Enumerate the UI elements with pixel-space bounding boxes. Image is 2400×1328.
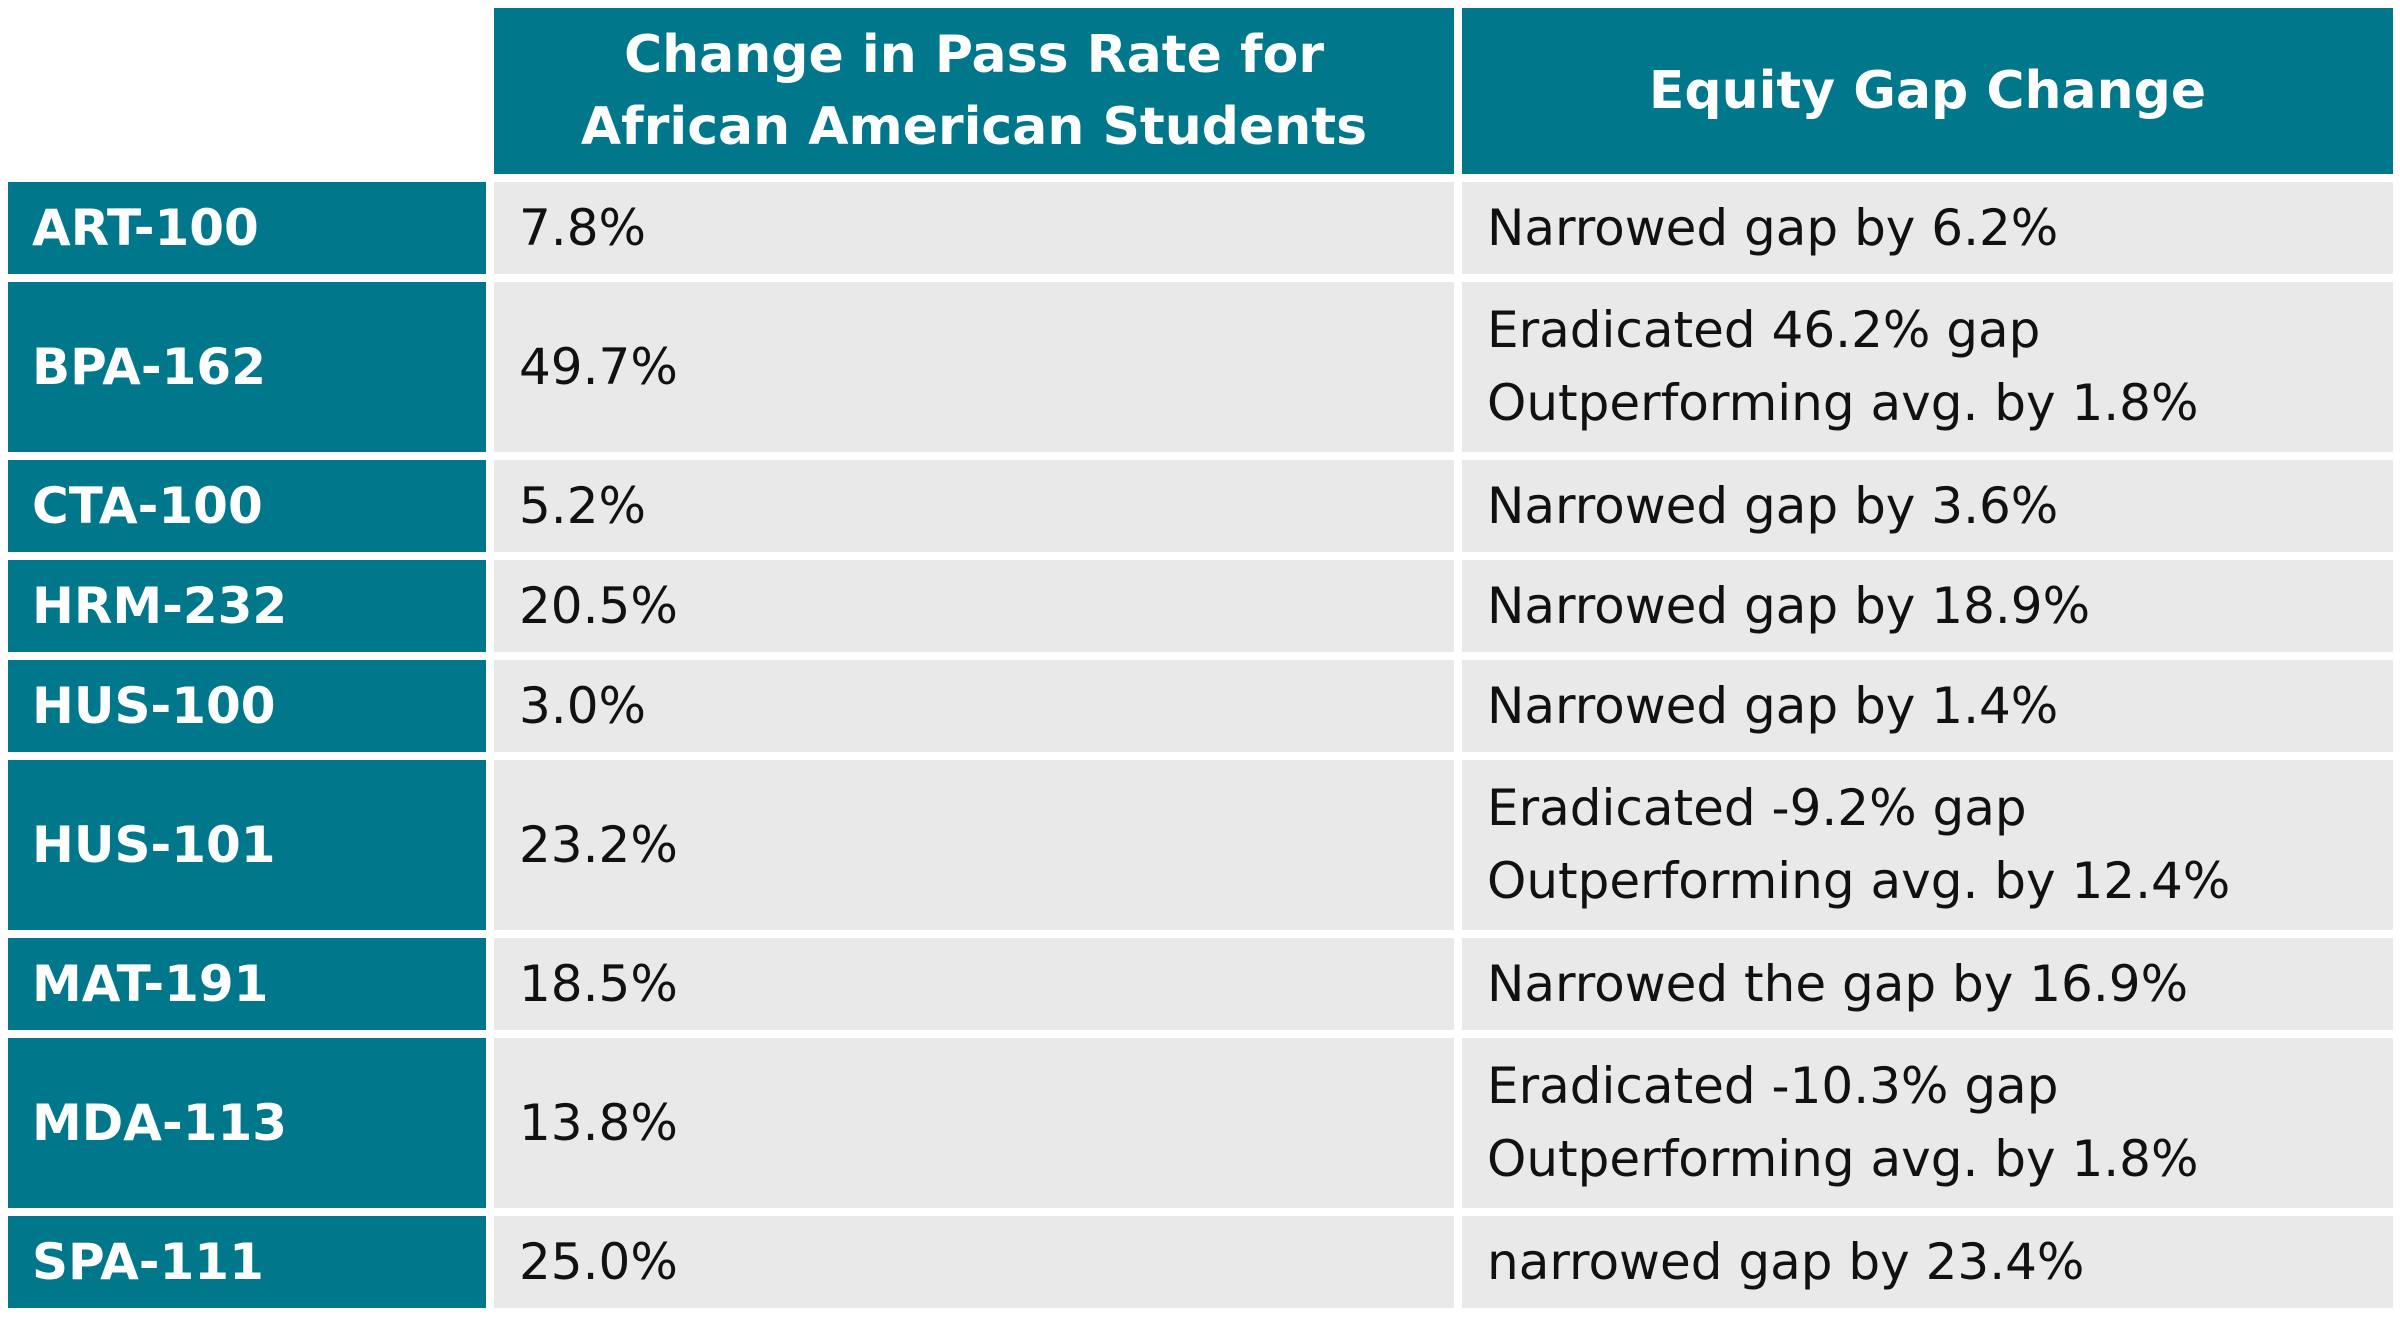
course-code: ART-100 — [8, 182, 486, 274]
equity-gap-line: narrowed gap by 23.4% — [1487, 1232, 2085, 1291]
equity-gap-line: Narrowed gap by 18.9% — [1487, 576, 2091, 635]
equity-gap-line: Outperforming avg. by 1.8% — [1487, 374, 2199, 432]
course-code: HUS-101 — [8, 760, 486, 930]
equity-gap-change: Narrowed gap by 3.6% — [1462, 460, 2393, 552]
equity-gap-line: Narrowed gap by 3.6% — [1487, 476, 2059, 535]
pass-rate-change: 23.2% — [494, 760, 1454, 930]
equity-table: Change in Pass Rate for African American… — [8, 8, 2393, 1308]
pass-rate-change: 13.8% — [494, 1038, 1454, 1208]
pass-rate-change: 20.5% — [494, 560, 1454, 652]
equity-gap-change: Narrowed the gap by 16.9% — [1462, 938, 2393, 1030]
equity-gap-change: Eradicated -9.2% gap Outperforming avg. … — [1462, 760, 2393, 930]
pass-rate-change: 7.8% — [494, 182, 1454, 274]
equity-gap-change: narrowed gap by 23.4% — [1462, 1216, 2393, 1308]
equity-gap-line: Outperforming avg. by 12.4% — [1487, 852, 2231, 910]
equity-gap-change: Narrowed gap by 1.4% — [1462, 660, 2393, 752]
equity-gap-line: Outperforming avg. by 1.8% — [1487, 1130, 2199, 1188]
equity-gap-line: Narrowed the gap by 16.9% — [1487, 954, 2189, 1013]
course-code: MDA-113 — [8, 1038, 486, 1208]
table-corner — [8, 8, 486, 174]
equity-gap-change: Eradicated -10.3% gap Outperforming avg.… — [1462, 1038, 2393, 1208]
header-equity-gap: Equity Gap Change — [1462, 8, 2393, 174]
pass-rate-change: 3.0% — [494, 660, 1454, 752]
course-code: BPA-162 — [8, 282, 486, 452]
equity-gap-change: Narrowed gap by 6.2% — [1462, 182, 2393, 274]
pass-rate-change: 25.0% — [494, 1216, 1454, 1308]
course-code: HUS-100 — [8, 660, 486, 752]
course-code: SPA-111 — [8, 1216, 486, 1308]
pass-rate-change: 49.7% — [494, 282, 1454, 452]
header-pass-rate: Change in Pass Rate for African American… — [494, 8, 1454, 174]
equity-gap-line: Eradicated 46.2% gap — [1487, 301, 2041, 359]
equity-gap-line: Narrowed gap by 6.2% — [1487, 198, 2059, 257]
equity-gap-line: Narrowed gap by 1.4% — [1487, 676, 2059, 735]
course-code: MAT-191 — [8, 938, 486, 1030]
course-code: HRM-232 — [8, 560, 486, 652]
equity-gap-change: Eradicated 46.2% gap Outperforming avg. … — [1462, 282, 2393, 452]
equity-gap-change: Narrowed gap by 18.9% — [1462, 560, 2393, 652]
pass-rate-change: 18.5% — [494, 938, 1454, 1030]
equity-gap-line: Eradicated -9.2% gap — [1487, 779, 2027, 837]
equity-gap-line: Eradicated -10.3% gap — [1487, 1057, 2059, 1115]
pass-rate-change: 5.2% — [494, 460, 1454, 552]
course-code: CTA-100 — [8, 460, 486, 552]
